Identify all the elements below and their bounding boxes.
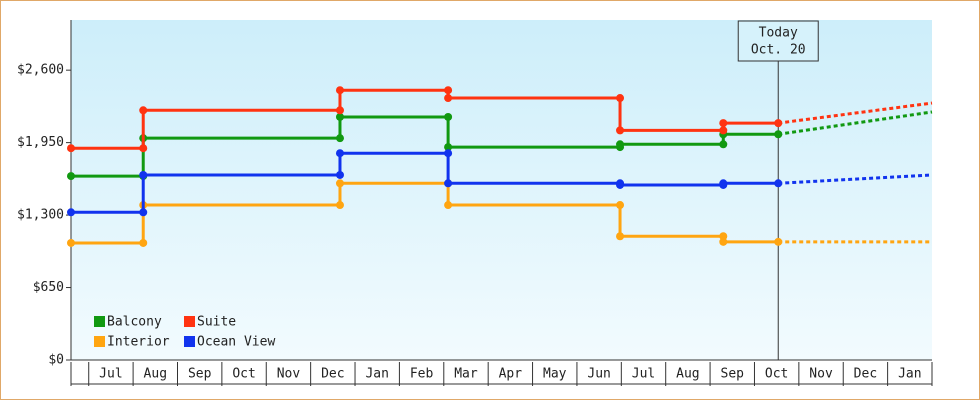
point: [67, 144, 75, 153]
projection-line: [778, 110, 933, 136]
x-tick-label: Jan: [898, 367, 921, 382]
x-tick-label: Sep: [721, 367, 745, 382]
point: [139, 144, 148, 153]
point: [616, 126, 625, 135]
point: [335, 170, 344, 179]
point: [335, 106, 344, 115]
point: [139, 238, 148, 247]
point: [67, 208, 75, 217]
x-tick-label: Mar: [454, 367, 478, 382]
y-tick-label: $0: [48, 353, 64, 368]
point: [774, 119, 783, 128]
point: [616, 140, 625, 149]
point: [335, 201, 344, 210]
y-tick-label: $650: [33, 280, 64, 295]
point: [719, 237, 728, 246]
today-label: Today: [759, 26, 798, 41]
point: [719, 179, 728, 188]
today-box: [737, 20, 819, 62]
point: [444, 112, 453, 121]
projection-line: [778, 101, 933, 125]
legend-label: Balcony: [107, 315, 162, 330]
point: [719, 119, 728, 128]
x-tick-label: Oct: [232, 367, 255, 382]
legend-swatch: [184, 336, 195, 347]
point: [616, 232, 625, 241]
point: [444, 86, 453, 95]
point: [335, 179, 344, 188]
point: [335, 112, 344, 121]
point: [774, 179, 783, 188]
y-tick-label: $2,600: [17, 63, 64, 78]
point: [444, 201, 453, 210]
point: [335, 149, 344, 158]
x-tick-label: Nov: [277, 367, 301, 382]
today-label: Oct. 20: [751, 43, 806, 58]
x-tick-label: Jan: [365, 367, 388, 382]
point: [616, 180, 625, 189]
x-tick-label: Feb: [410, 367, 434, 382]
legend-label: Ocean View: [197, 335, 275, 350]
point: [444, 179, 453, 188]
y-tick-label: $1,950: [17, 135, 64, 150]
x-tick-label: Dec: [854, 367, 877, 382]
point: [774, 237, 783, 246]
legend-label: Interior: [107, 335, 170, 350]
projection-line: [778, 173, 933, 185]
point: [616, 94, 625, 103]
point: [719, 232, 728, 241]
x-tick-label: Aug: [144, 367, 167, 382]
legend-swatch: [184, 316, 195, 327]
x-tick-label: Dec: [321, 367, 344, 382]
point: [67, 238, 75, 247]
point: [67, 172, 75, 181]
point: [444, 143, 453, 152]
x-tick-label: Jul: [99, 367, 122, 382]
legend-swatch: [94, 336, 105, 347]
x-tick-label: Nov: [809, 367, 833, 382]
x-tick-label: May: [543, 367, 567, 382]
point: [444, 94, 453, 103]
x-tick-label: Sep: [188, 367, 212, 382]
legend-swatch: [94, 316, 105, 327]
point: [444, 149, 453, 158]
point: [335, 86, 344, 95]
x-tick-label: Jul: [632, 367, 655, 382]
x-tick-label: Oct: [765, 367, 788, 382]
y-tick-label: $1,300: [17, 208, 64, 223]
x-tick-label: Aug: [676, 367, 699, 382]
point: [139, 170, 148, 179]
point: [139, 106, 148, 115]
legend-label: Suite: [197, 315, 236, 330]
point: [139, 208, 148, 217]
point: [719, 140, 728, 149]
point: [774, 130, 783, 139]
plot-background: [71, 20, 932, 360]
point: [335, 134, 344, 143]
x-tick-label: Apr: [499, 367, 523, 382]
x-tick-label: Jun: [587, 367, 610, 382]
point: [719, 126, 728, 135]
point: [616, 201, 625, 210]
